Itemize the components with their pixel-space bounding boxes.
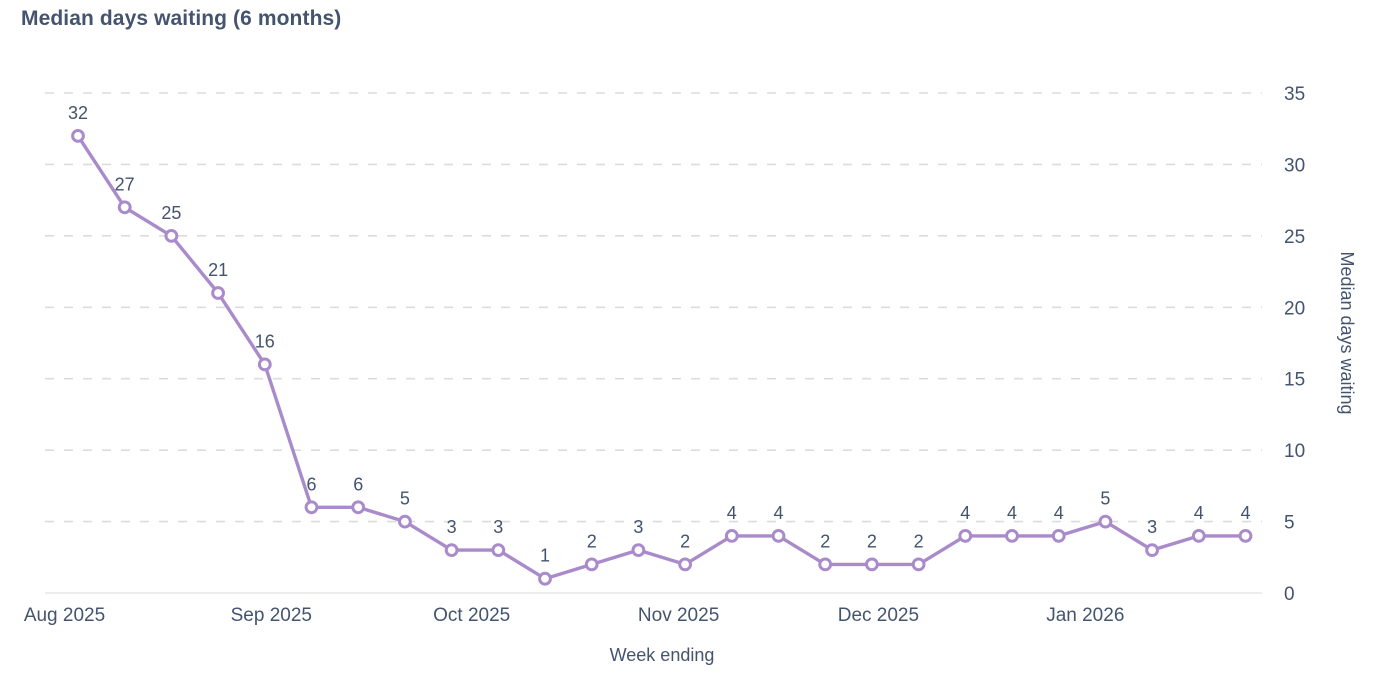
data-point[interactable]: [1145, 543, 1159, 557]
data-point[interactable]: [911, 557, 926, 572]
data-point[interactable]: [1005, 529, 1019, 543]
data-point-label: 6: [353, 474, 363, 494]
x-tick-label: Dec 2025: [838, 605, 919, 626]
data-point[interactable]: [678, 557, 692, 572]
data-point[interactable]: [865, 557, 879, 572]
data-point-label: 4: [1054, 503, 1064, 523]
y-tick-label: 20: [1284, 298, 1305, 319]
data-point[interactable]: [1191, 529, 1206, 543]
data-point-label: 27: [115, 174, 135, 194]
y-tick-label: 0: [1284, 584, 1295, 605]
data-point[interactable]: [491, 543, 506, 557]
x-axis-title: Week ending: [610, 645, 715, 665]
data-point-label: 16: [255, 331, 275, 351]
data-point[interactable]: [538, 571, 552, 586]
data-point[interactable]: [584, 557, 599, 572]
data-point-label: 2: [914, 531, 924, 551]
chart-title: Median days waiting (6 months): [21, 7, 342, 30]
data-point[interactable]: [631, 543, 646, 557]
data-point-label: 4: [773, 503, 783, 523]
data-point-label: 5: [1100, 489, 1110, 509]
y-tick-label: 5: [1284, 513, 1295, 534]
data-point-label: 3: [447, 517, 457, 537]
data-point[interactable]: [211, 286, 226, 300]
data-point[interactable]: [257, 357, 272, 372]
data-point-label: 2: [587, 531, 597, 551]
data-point[interactable]: [444, 543, 459, 557]
x-tick-label: Jan 2026: [1046, 605, 1124, 626]
data-point[interactable]: [771, 529, 786, 543]
data-point-label: 32: [68, 103, 88, 123]
data-point[interactable]: [71, 129, 85, 143]
data-point-label: 3: [633, 517, 643, 537]
data-point-label: 4: [1240, 503, 1250, 523]
data-point-label: 4: [1194, 503, 1204, 523]
data-point[interactable]: [818, 557, 833, 572]
x-tick-label: Oct 2025: [433, 605, 510, 626]
data-point-label: 21: [208, 260, 228, 280]
data-point-label: 25: [161, 203, 181, 223]
x-tick-label: Sep 2025: [231, 605, 312, 626]
trend-line: [76, 134, 1248, 581]
data-point[interactable]: [304, 500, 319, 515]
data-point-label: 3: [1147, 517, 1157, 537]
data-point-label: 2: [820, 531, 830, 551]
y-tick-label: 15: [1284, 370, 1305, 391]
y-tick-label: 30: [1284, 155, 1305, 176]
data-point-label: 5: [400, 489, 410, 509]
data-point[interactable]: [1051, 529, 1066, 543]
data-point[interactable]: [398, 514, 412, 529]
data-point-label: 2: [680, 531, 690, 551]
data-point-label: 2: [867, 531, 877, 551]
y-tick-label: 35: [1284, 84, 1305, 105]
data-point[interactable]: [958, 529, 973, 543]
data-point[interactable]: [164, 229, 179, 243]
data-point[interactable]: [1098, 514, 1113, 529]
y-tick-label: 25: [1284, 227, 1305, 248]
y-tick-label: 10: [1284, 441, 1305, 462]
data-point[interactable]: [117, 200, 132, 215]
data-point-label: 4: [960, 503, 970, 523]
data-point[interactable]: [351, 500, 366, 515]
y-axis-title: Median days waiting: [1337, 251, 1357, 414]
data-point[interactable]: [724, 529, 739, 543]
data-point-label: 6: [306, 474, 316, 494]
data-point-label: 1: [540, 546, 550, 566]
data-point-label: 4: [1007, 503, 1017, 523]
x-tick-label: Nov 2025: [638, 605, 719, 626]
data-point-label: 4: [727, 503, 737, 523]
data-point[interactable]: [1238, 529, 1253, 543]
data-point-label: 3: [493, 517, 503, 537]
x-tick-label: Aug 2025: [24, 605, 105, 626]
